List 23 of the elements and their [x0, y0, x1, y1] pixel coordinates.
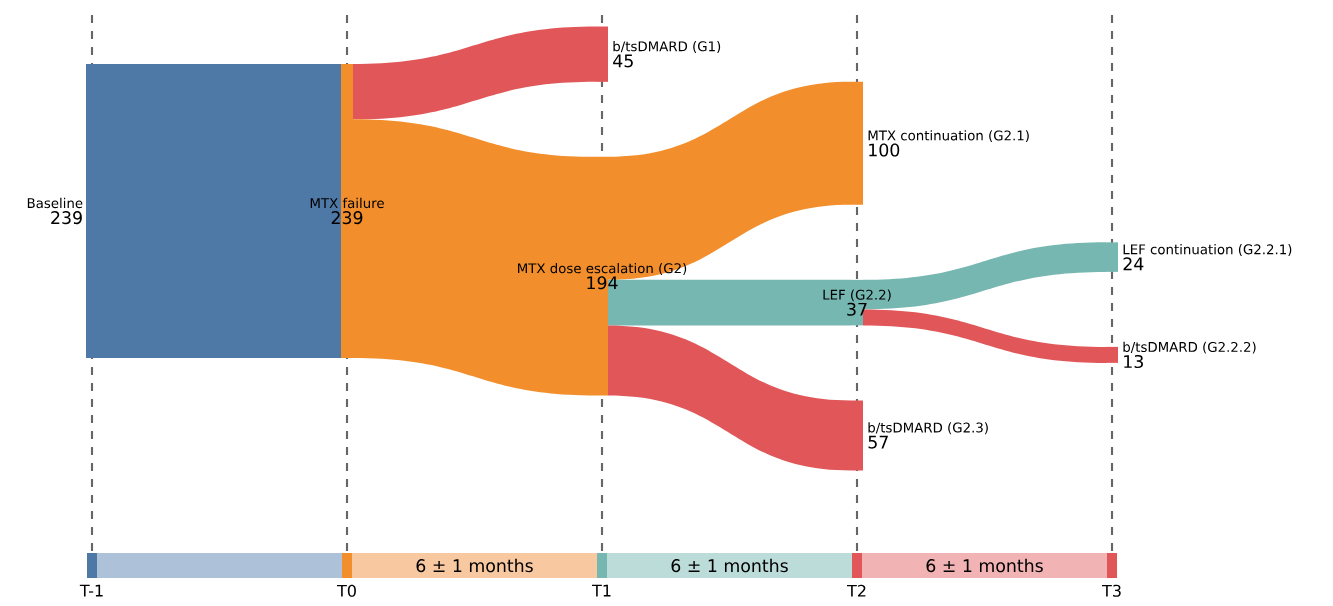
- text: 6 ± 1 months: [671, 558, 788, 573]
- data-label: 24: [1123, 257, 1144, 271]
- category-label: MTX failure: [310, 197, 384, 209]
- data-label: 100: [869, 143, 900, 157]
- text: T0: [336, 584, 356, 597]
- category-label: b/tsDMARD (G2.2.2): [1123, 341, 1256, 354]
- text: T3: [1102, 584, 1121, 597]
- category-label: LEF (G2.2): [823, 289, 891, 302]
- category-label: MTX continuation (G2.1): [868, 130, 1029, 143]
- text: T1: [591, 584, 611, 597]
- category-label: LEF continuation (G2.2.1): [1123, 244, 1292, 256]
- category-label: Baseline: [27, 197, 83, 209]
- text: 6 ± 1 months: [416, 558, 533, 573]
- data-label: 57: [868, 435, 888, 449]
- data-label: 37: [847, 302, 867, 316]
- data-label: 45: [613, 54, 633, 68]
- data-label: 13: [1124, 354, 1143, 369]
- category-label: b/tsDMARD (G2.3): [868, 422, 988, 435]
- text: 6 ± 1 months: [926, 558, 1043, 573]
- text: T2: [846, 584, 866, 597]
- data-label: 239: [51, 211, 82, 225]
- category-label: b/tsDMARD (G1): [613, 40, 721, 53]
- text: T-1: [79, 584, 103, 597]
